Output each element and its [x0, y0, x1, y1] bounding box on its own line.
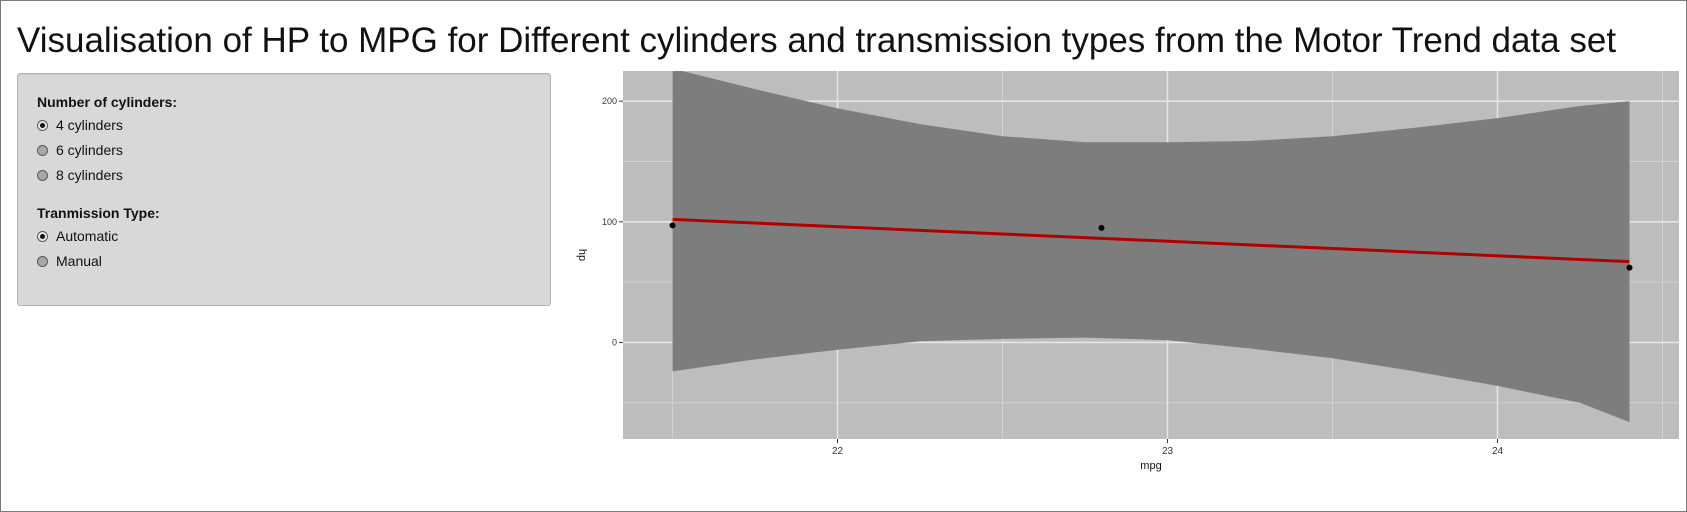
data-point	[1626, 264, 1633, 271]
radio-label: Automatic	[56, 228, 119, 244]
radio-4-cylinders[interactable]: 4 cylinders	[37, 116, 123, 134]
transmission-label: Tranmission Type:	[37, 205, 160, 221]
radio-button[interactable]	[37, 255, 48, 267]
y-axis-ticks: 0 100 200	[602, 96, 623, 347]
x-axis-ticks: 22 23 24	[832, 439, 1504, 457]
page-title: Visualisation of HP to MPG for Different…	[17, 21, 1617, 60]
radio-manual[interactable]: Manual	[37, 252, 102, 270]
y-tick-label: 0	[612, 337, 617, 347]
sidebar-panel: Number of cylinders: 4 cylinders 6 cylin…	[17, 73, 551, 306]
radio-button[interactable]	[37, 144, 48, 156]
radio-label: Manual	[56, 253, 102, 269]
radio-6-cylinders[interactable]: 6 cylinders	[37, 141, 123, 159]
regression-line	[672, 217, 1630, 264]
cylinders-label: Number of cylinders:	[37, 94, 178, 110]
radio-8-cylinders[interactable]: 8 cylinders	[37, 166, 123, 184]
radio-label: 4 cylinders	[56, 117, 123, 133]
radio-label: 8 cylinders	[56, 167, 123, 183]
radio-button-checked[interactable]	[37, 230, 48, 242]
y-tick-label: 200	[602, 96, 617, 106]
x-tick-label: 22	[832, 446, 844, 457]
y-tick-label: 100	[602, 217, 617, 227]
x-axis-label: mpg	[1140, 460, 1161, 472]
radio-button[interactable]	[37, 169, 48, 181]
hp-mpg-plot: 22 23 24 0 100 200 mpg hp	[576, 71, 1679, 472]
data-points	[669, 222, 1633, 271]
x-tick-label: 24	[1492, 446, 1504, 457]
data-point	[1098, 224, 1105, 231]
x-tick-label: 23	[1162, 446, 1174, 457]
y-axis-label: hp	[576, 249, 588, 261]
data-point	[669, 222, 676, 229]
radio-label: 6 cylinders	[56, 142, 123, 158]
confidence-band	[672, 71, 1630, 423]
radio-button-checked[interactable]	[37, 119, 48, 131]
radio-automatic[interactable]: Automatic	[37, 227, 118, 245]
